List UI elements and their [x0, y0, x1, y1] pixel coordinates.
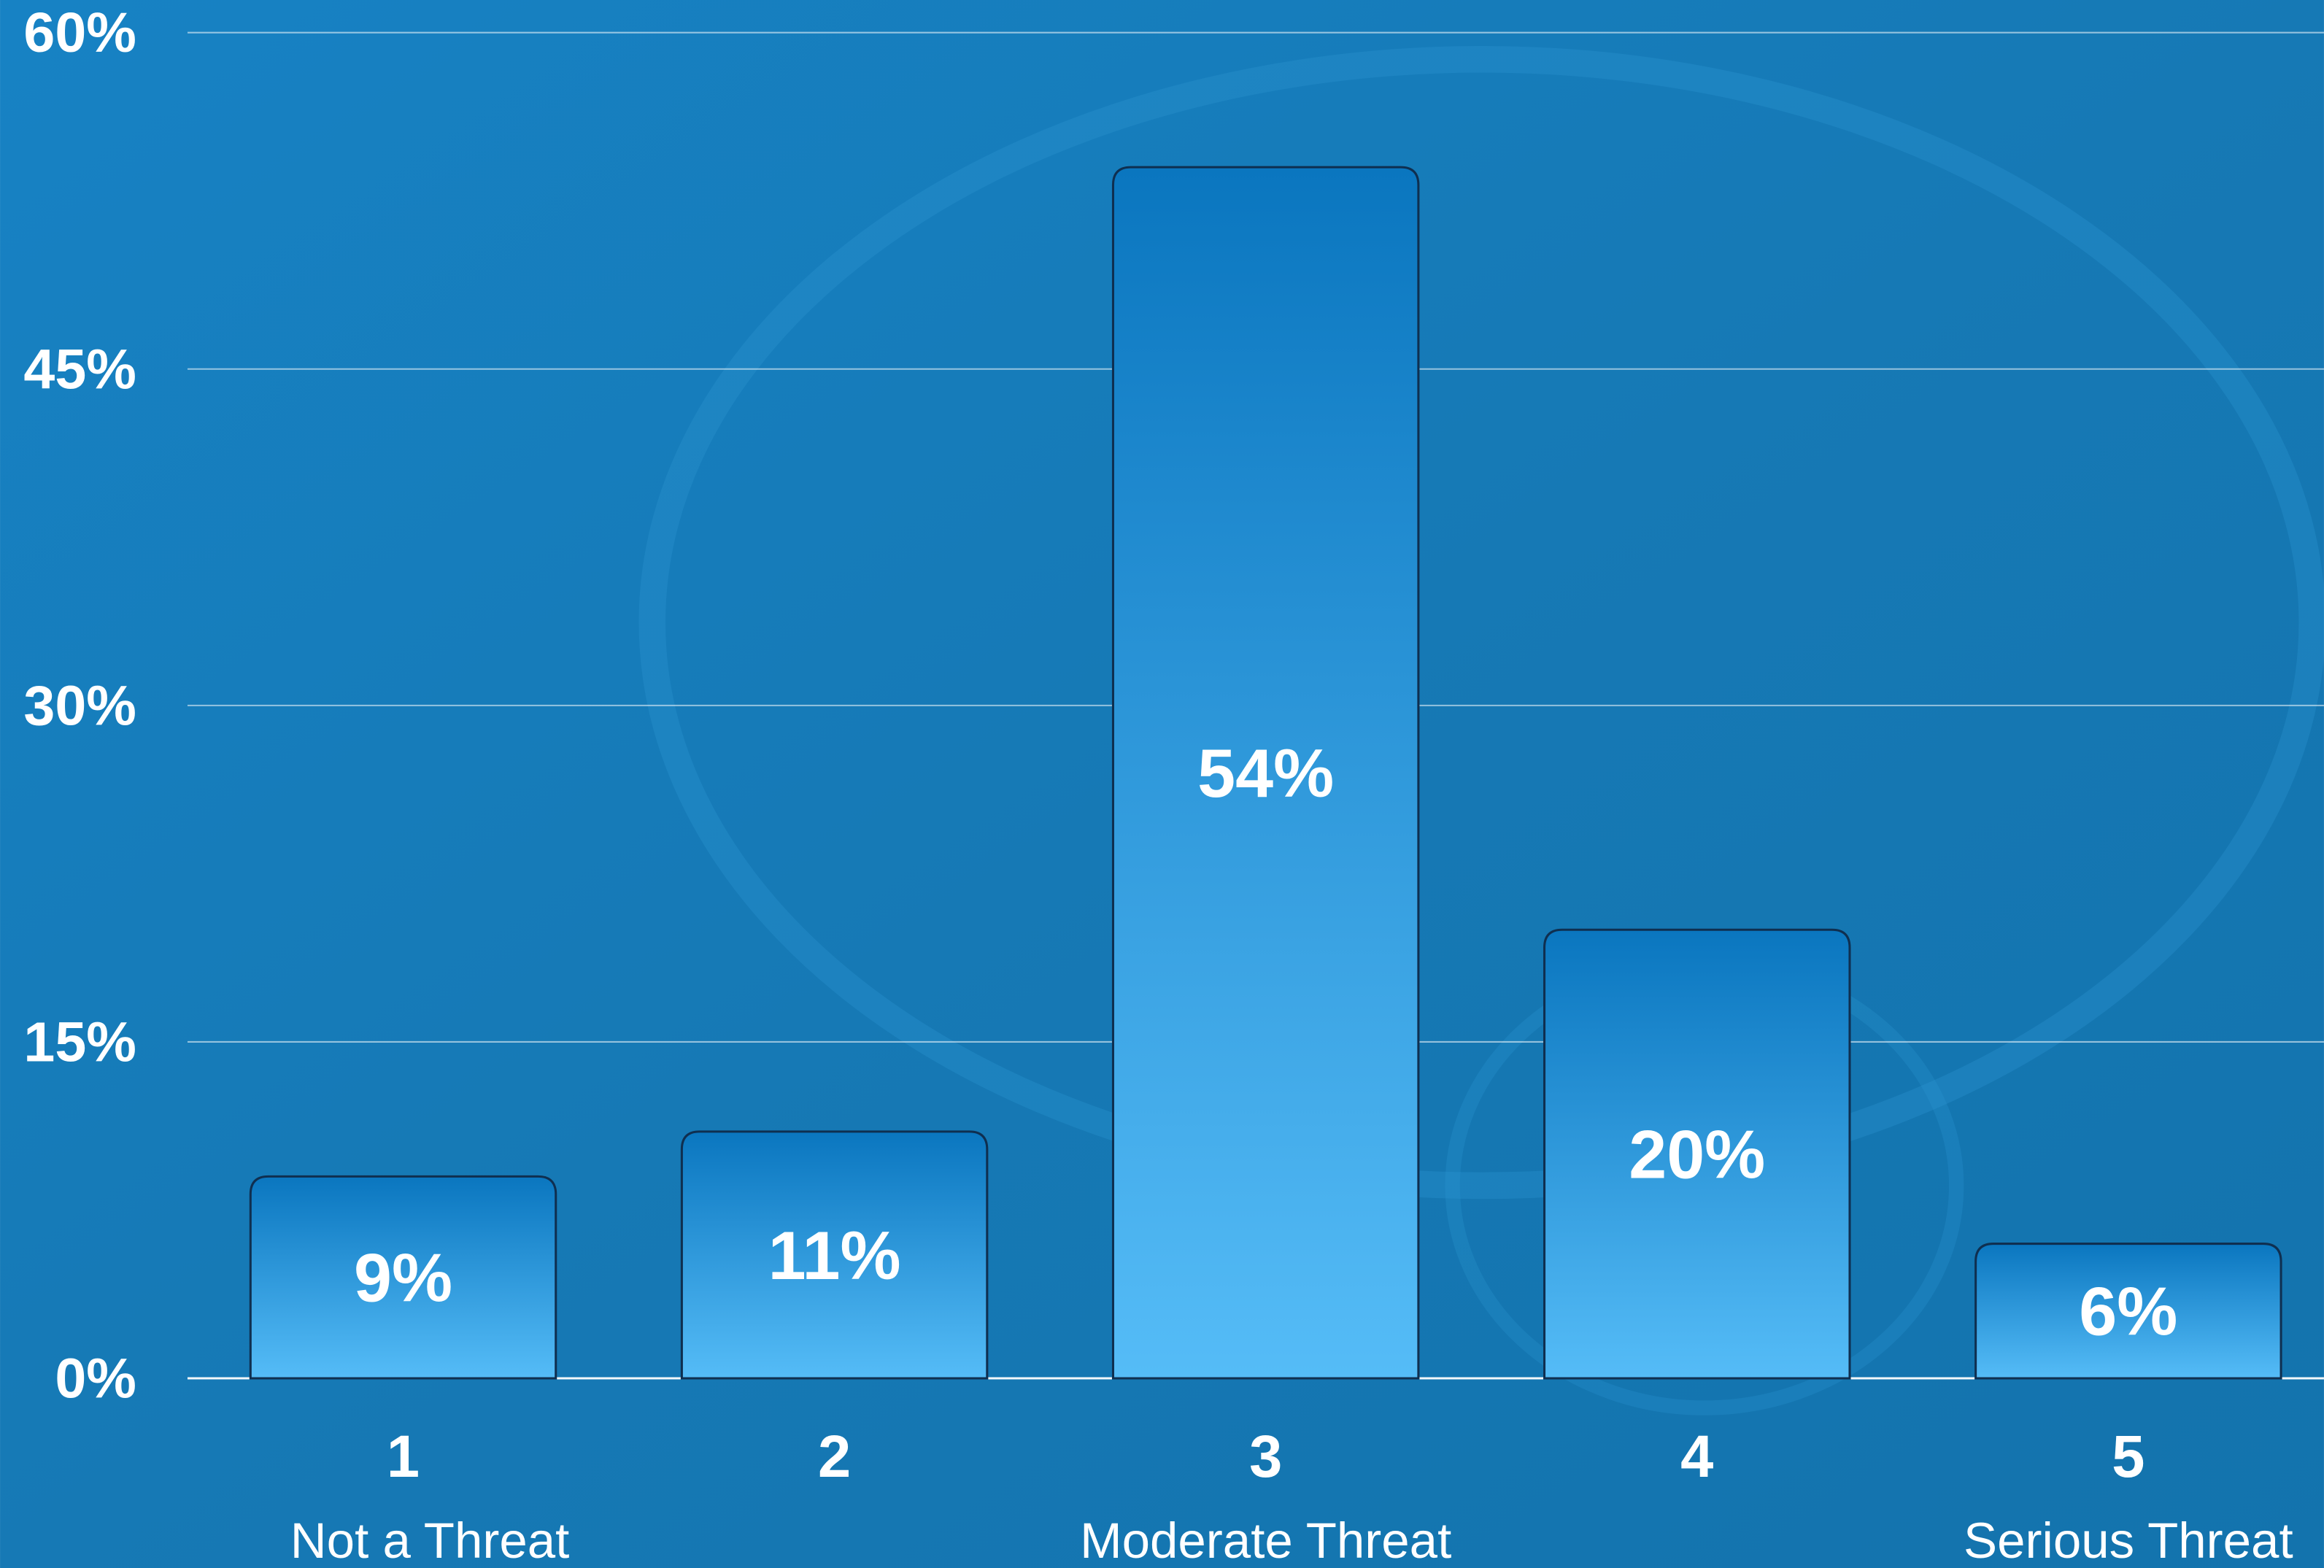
y-tick-label: 60%: [23, 1, 136, 64]
y-tick-label: 45%: [23, 338, 136, 401]
bar: [249, 1175, 557, 1380]
background-decoration: [638, 46, 2324, 1200]
x-tick-label: 3: [1249, 1424, 1282, 1490]
value-label: 54%: [1197, 735, 1334, 811]
x-category-label: Not a Threat: [290, 1512, 570, 1568]
plot: 0% 15% 30% 45% 60% 9% 1 Not a Threat 11% 2 54% 3 Mod…: [23, 1, 2324, 1568]
x-tick-label: 2: [818, 1424, 851, 1490]
value-label: 6%: [2079, 1273, 2177, 1350]
bar: [1543, 928, 1851, 1380]
x-tick-label: 5: [2112, 1424, 2145, 1490]
y-tick-label: 0%: [55, 1347, 136, 1410]
x-category-label: Moderate Threat: [1080, 1512, 1451, 1568]
bar: [1974, 1243, 2282, 1380]
value-label: 11%: [768, 1217, 901, 1294]
x-category-label: Serious Threat: [1964, 1512, 2293, 1568]
bar: [1111, 166, 1420, 1380]
bar: [680, 1130, 989, 1380]
value-label: 20%: [1629, 1116, 1765, 1192]
x-tick-label: 1: [387, 1424, 420, 1490]
x-tick-label: 4: [1680, 1424, 1713, 1490]
y-tick-label: 30%: [23, 674, 136, 737]
value-label: 9%: [354, 1239, 452, 1316]
y-tick-label: 15%: [23, 1011, 136, 1073]
